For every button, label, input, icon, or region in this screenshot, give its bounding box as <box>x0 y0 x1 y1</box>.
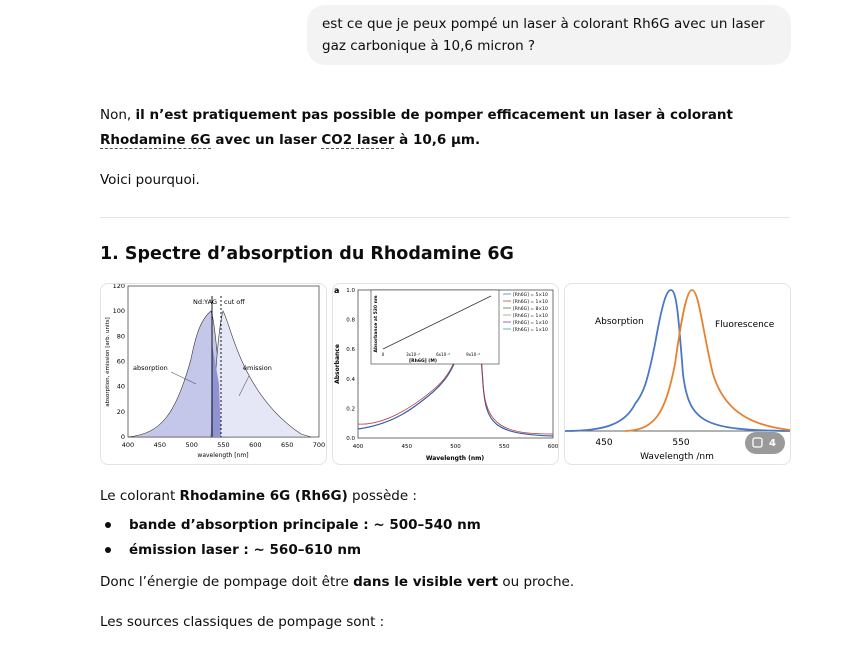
label: cut off <box>224 298 245 306</box>
user-message: est ce que je peux pompé un laser à colo… <box>307 5 791 65</box>
legend-entry: [Rh6G] = 1×10 <box>513 299 548 305</box>
inset-y-label: Absorbance at 530 nm <box>373 295 379 352</box>
absorption-curve <box>565 289 790 432</box>
y-tick-label: 80 <box>117 332 125 340</box>
x-tick-label: 450 <box>402 444 413 450</box>
y-tick-label: 20 <box>117 408 125 416</box>
bullet <box>105 547 111 553</box>
x-tick-label: 550 <box>499 444 510 450</box>
text: Non, <box>100 107 136 123</box>
heading: 1. Spectre d’absorption du Rhodamine 6G <box>100 244 514 264</box>
pointer <box>238 375 250 397</box>
y-axis-label: absorption, émission [arb. units] <box>104 317 111 406</box>
bold-text: il n’est pratiquement pas possible de po… <box>135 107 733 123</box>
inset-x-label: [Rh6G] (M) <box>409 358 437 364</box>
label: absorption <box>133 364 168 372</box>
pointer <box>170 371 197 385</box>
divider <box>100 217 790 218</box>
image[interactable]: 0.0 0.2 0.4 0.6 0.8 1.0 400 450 500 550 600 Wavelen… <box>332 283 559 465</box>
bold-text: à 10,6 µm. <box>394 132 481 148</box>
x-axis-label: Wavelength (nm) <box>426 455 485 462</box>
overlap <box>211 344 221 437</box>
intro: Non, il n’est pratiquement pas possible … <box>100 103 790 153</box>
x-tick-label: 500 <box>450 444 461 450</box>
label: Nd:YAG <box>193 298 217 306</box>
legend-entry: [Rh6G] = 1×10 <box>513 320 548 326</box>
emission-area <box>210 310 312 438</box>
x-tick-label: 450 <box>154 441 166 449</box>
user-text: est ce que je peux pompé un laser à colo… <box>322 16 765 54</box>
paragraph: Les sources classiques de pompage sont : <box>100 614 385 630</box>
x-axis-label: Wavelength /nm <box>640 452 714 462</box>
y-tick-label: 120 <box>113 284 125 290</box>
legend-entry: [Rh6G] = 5×10 <box>513 292 548 298</box>
x-tick-label: 400 <box>122 441 134 449</box>
text: ~ 500–540 nm <box>368 517 481 533</box>
y-tick-label: 40 <box>117 383 125 391</box>
absorbance-image: 0.0 0.2 0.4 0.6 0.8 1.0 400 450 500 550 600 Wavelen… <box>334 286 558 462</box>
link[interactable]: Rhodamine 6G <box>100 132 211 149</box>
x-tick-label: 400 <box>353 444 364 450</box>
text: Le colorant <box>100 488 180 504</box>
x-tick-label: 550 <box>672 438 689 448</box>
fit-line <box>382 295 492 350</box>
panel-label: a <box>334 286 339 295</box>
label: Absorption <box>595 317 644 327</box>
x-tick-label: 450 <box>595 438 612 448</box>
y-tick-label: 0.0 <box>346 436 355 442</box>
y-tick-label: 100 <box>113 307 125 315</box>
x-tick-label: 650 <box>281 441 293 449</box>
label: Fluorescence <box>715 320 775 330</box>
image-count-badge[interactable] <box>745 432 785 454</box>
paragraph: Donc l’énergie de pompage doit être dans… <box>100 570 574 595</box>
x-tick-label: 550 <box>217 441 229 449</box>
x-tick-label: 500 <box>185 441 197 449</box>
link[interactable]: CO2 laser <box>321 132 395 149</box>
bold-text: émission laser : <box>129 542 249 558</box>
y-axis-label: Absorbance <box>334 344 341 384</box>
list-item: bande d’absorption principale : ~ 500–54… <box>129 513 481 538</box>
paragraph: Le colorant Rhodamine 6G (Rh6G) possède … <box>100 484 417 509</box>
legend-entry: [Rh6G] = 8×10 <box>513 306 548 312</box>
bold-text: avec un laser <box>210 132 322 148</box>
y-tick-label: 0.4 <box>346 377 355 383</box>
fluorescence-curve <box>624 289 790 432</box>
y-tick-label: 1.0 <box>346 288 355 294</box>
bullet <box>105 522 111 528</box>
fluorescence-image: Absorption Fluorescence 450 550 Wavelength /… <box>565 289 790 462</box>
bold-text: Rhodamine 6G (Rh6G) <box>179 488 348 504</box>
list-item: émission laser : ~ 560–610 nm <box>129 538 361 563</box>
y-tick-label: 0 <box>121 433 125 441</box>
inset-tick-label: 3x10⁻⁴ <box>406 352 420 357</box>
text: possède : <box>347 488 417 504</box>
y-tick-label: 60 <box>117 358 125 366</box>
x-axis-label: wavelength [nm] <box>197 452 248 459</box>
y-tick-label: 0.8 <box>346 318 355 324</box>
bold-text: bande d’absorption principale : <box>129 517 369 533</box>
x-tick-label: 700 <box>313 441 325 449</box>
inset-tick-label: 6x10⁻⁴ <box>436 352 450 357</box>
x-tick-label: 600 <box>548 444 558 450</box>
y-tick-label: 0.6 <box>346 347 355 353</box>
text: ~ 560–610 nm <box>248 542 362 558</box>
bold-text: dans le visible vert <box>353 574 499 590</box>
paragraph: Voici pourquoi. <box>100 172 200 188</box>
text: ou proche. <box>498 574 575 590</box>
inset-tick-label: 9x10⁻⁴ <box>466 352 480 357</box>
legend-entry: [Rh6G] = 1×10 <box>513 327 548 333</box>
spectrum-image: 0 20 40 60 80 100 120 400 450 500 550 600 650 700 wave… <box>104 284 325 459</box>
image-count: 4 <box>769 438 776 449</box>
gallery-icon <box>752 437 763 448</box>
y-tick-label: 0.2 <box>346 406 355 412</box>
label: émission <box>243 364 272 372</box>
image[interactable]: Absorption Fluorescence 450 550 Wavelength /… <box>564 283 791 465</box>
inset-tick-label: 0 <box>382 352 385 357</box>
x-tick-label: 600 <box>249 441 261 449</box>
legend-entry: [Rh6G] = 1×10 <box>513 313 548 319</box>
image[interactable]: 0 20 40 60 80 100 120 400 450 500 550 600 650 700 wave… <box>100 283 327 465</box>
text: Donc l’énergie de pompage doit être <box>100 574 354 590</box>
